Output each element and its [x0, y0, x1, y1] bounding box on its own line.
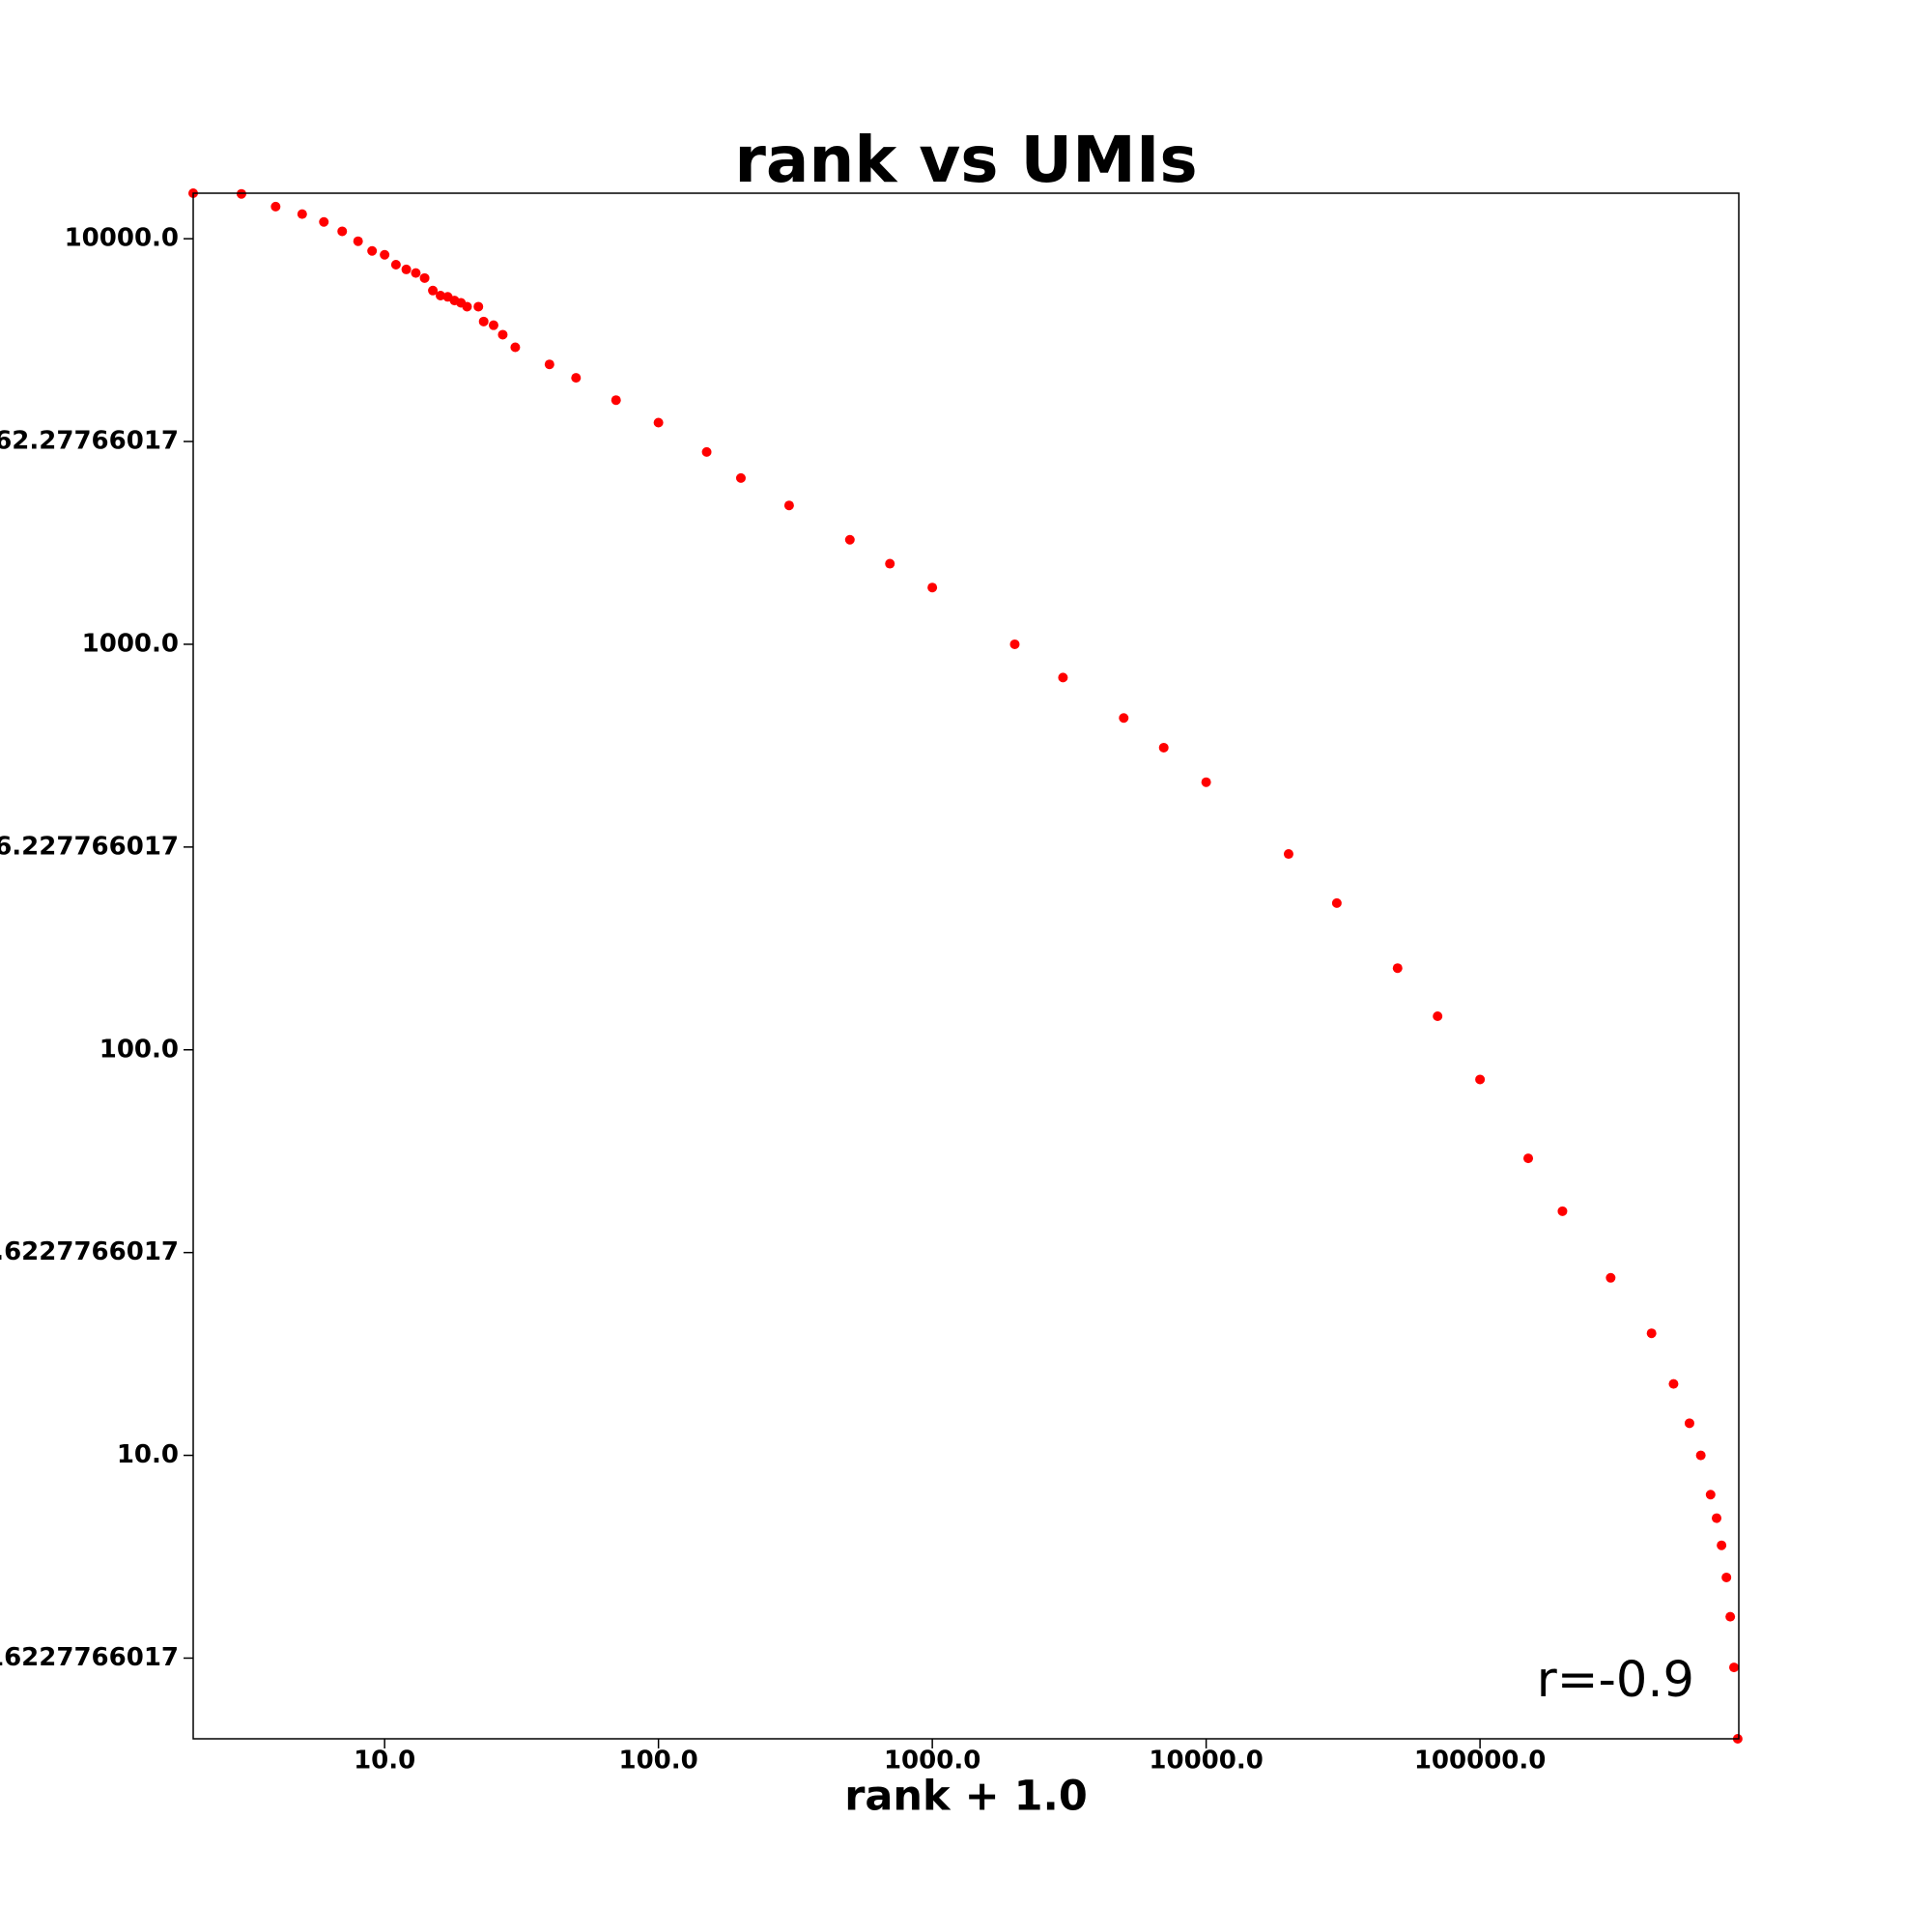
data-point — [1009, 639, 1020, 649]
y-tick-label: 1000.0 — [82, 629, 179, 658]
plot-area — [188, 188, 1743, 1744]
x-tick-label: 10.0 — [354, 1747, 415, 1776]
chart-title: rank vs UMIs — [734, 123, 1197, 197]
y-tick-label: 3.16227766017 — [0, 1643, 179, 1672]
data-point — [571, 373, 582, 384]
x-tick-label: 100.0 — [619, 1747, 698, 1776]
data-point — [1392, 963, 1403, 974]
data-point — [544, 359, 554, 370]
y-tick-label: 3162.27766017 — [0, 427, 179, 456]
y-tick-label: 31.6227766017 — [0, 1237, 179, 1266]
data-point — [885, 558, 895, 569]
y-tick-label: 316.227766017 — [0, 832, 179, 861]
data-point — [1705, 1490, 1716, 1500]
data-point — [337, 226, 348, 237]
x-tick-label: 10000.0 — [1149, 1747, 1263, 1776]
data-point — [1557, 1206, 1568, 1216]
data-point — [319, 216, 329, 227]
data-point — [478, 316, 489, 327]
data-point — [462, 301, 472, 312]
data-point — [1721, 1572, 1732, 1582]
data-point — [510, 342, 521, 353]
data-point — [1729, 1662, 1740, 1673]
data-point — [380, 249, 390, 260]
data-point — [1119, 713, 1129, 724]
data-point — [735, 472, 746, 483]
data-point — [1201, 777, 1211, 787]
data-point — [927, 582, 938, 593]
data-point — [367, 245, 378, 256]
data-point — [1158, 742, 1169, 753]
x-tick-label: 100000.0 — [1414, 1747, 1547, 1776]
y-tick-label: 10.0 — [117, 1440, 179, 1469]
data-point — [653, 417, 664, 428]
y-tick-label: 10000.0 — [65, 224, 179, 253]
data-point — [1523, 1153, 1534, 1164]
data-point — [1433, 1010, 1443, 1021]
data-point — [1725, 1611, 1736, 1622]
data-point — [701, 446, 712, 457]
data-point — [783, 500, 794, 511]
data-point — [419, 272, 430, 283]
data-point — [1646, 1328, 1657, 1339]
data-point — [1695, 1450, 1706, 1461]
data-point — [1717, 1540, 1727, 1550]
data-point — [411, 268, 421, 278]
data-point — [1331, 897, 1342, 908]
data-point — [488, 320, 498, 330]
data-point — [390, 259, 401, 270]
data-point — [1283, 849, 1293, 860]
data-point — [1712, 1513, 1722, 1523]
data-point — [1475, 1074, 1486, 1085]
data-point — [1684, 1418, 1694, 1429]
x-tick-label: 1000.0 — [884, 1747, 980, 1776]
data-point — [436, 291, 446, 301]
x-axis-label: rank + 1.0 — [844, 1773, 1088, 1821]
data-point — [401, 264, 412, 274]
data-point — [428, 285, 439, 296]
data-point — [1058, 672, 1068, 683]
data-point — [1605, 1272, 1616, 1283]
axes-frame — [192, 192, 1740, 1740]
data-point — [1668, 1378, 1679, 1389]
data-point — [297, 209, 307, 219]
y-tick-label: 100.0 — [99, 1035, 179, 1064]
annotation: r=-0.9 — [1537, 1652, 1694, 1709]
data-point — [270, 201, 281, 212]
data-point — [497, 329, 508, 340]
data-point — [473, 301, 484, 312]
data-point — [353, 236, 363, 246]
data-point — [611, 395, 621, 406]
data-point — [844, 534, 855, 545]
